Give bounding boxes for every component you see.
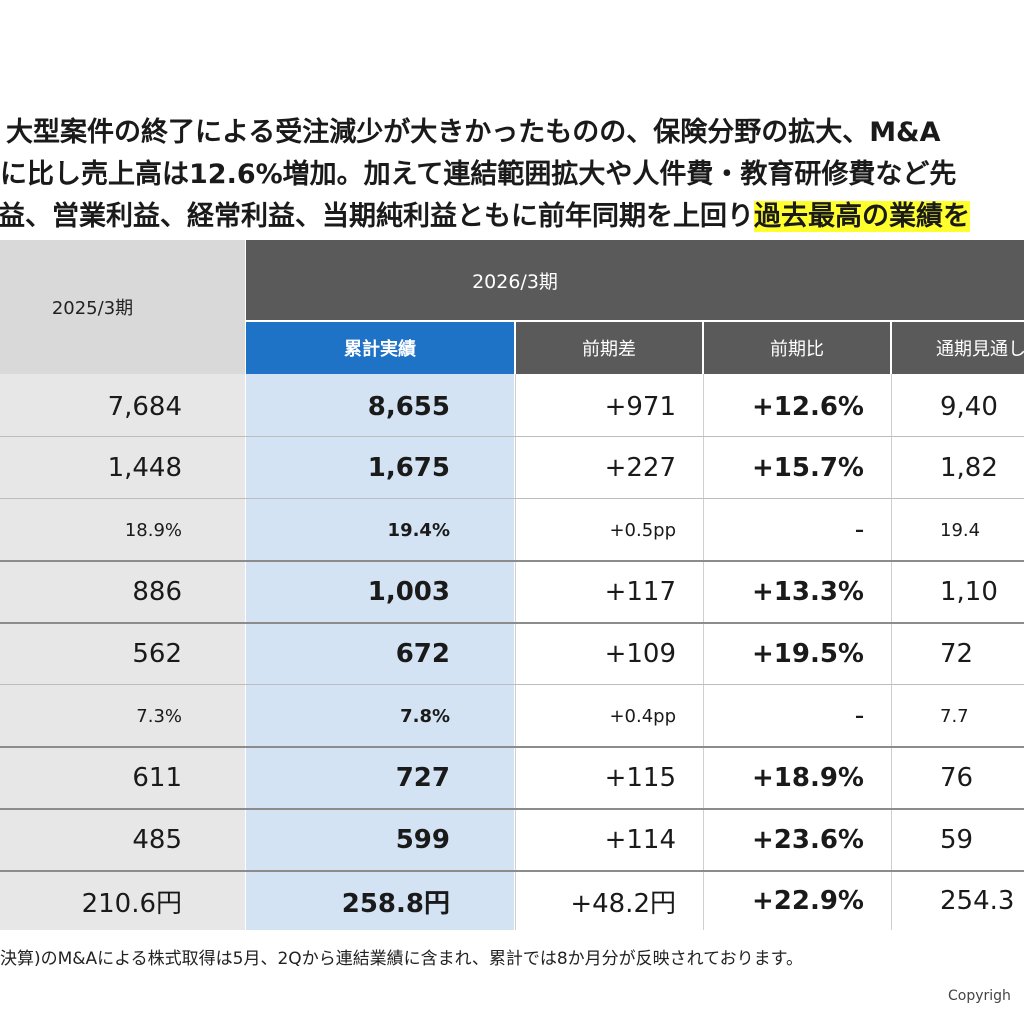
group-separator	[0, 560, 1024, 562]
prev-value: 7.3%	[136, 705, 182, 727]
intro-line-3-text: 益、営業利益、経常利益、当期純利益ともに前年同期を上回り	[0, 201, 754, 232]
forecast-value: 72	[940, 639, 974, 669]
cumulative-value: 1,675	[367, 453, 450, 483]
diff-value: +48.2円	[570, 888, 676, 919]
forecast-value: 1,10	[940, 577, 998, 607]
table-row: 7.3% 7.8% +0.4pp – 7.7	[0, 686, 1024, 746]
ratio-value: +13.3%	[752, 577, 864, 607]
diff-value: +109	[604, 639, 676, 669]
table-row: 1,448 1,675 +227 +15.7% 1,82	[0, 438, 1024, 498]
ratio-value: –	[855, 519, 864, 541]
subheader-cumulative: 累計実績	[246, 322, 514, 374]
divider	[891, 374, 892, 930]
diff-value: +114	[604, 825, 676, 855]
group-separator	[0, 622, 1024, 624]
row-separator	[0, 684, 1024, 685]
ratio-value: –	[855, 705, 864, 727]
cumulative-value: 727	[395, 763, 450, 793]
cumulative-value: 672	[395, 639, 450, 669]
group-separator	[0, 808, 1024, 810]
group-separator	[0, 870, 1024, 872]
subheader-diff: 前期差	[516, 322, 702, 374]
cumulative-value: 8,655	[367, 392, 450, 422]
forecast-value: 76	[940, 763, 974, 793]
intro-text: 大型案件の終了による受注減少が大きかったものの、保険分野の拡大、M&A に比し売…	[0, 112, 1024, 238]
ratio-value: +15.7%	[752, 453, 864, 483]
ratio-value: +12.6%	[752, 392, 864, 422]
table-row: 611 727 +115 +18.9% 76	[0, 748, 1024, 808]
table-row: 18.9% 19.4% +0.5pp – 19.4	[0, 500, 1024, 560]
subheader-ratio: 前期比	[704, 322, 890, 374]
row-separator	[0, 498, 1024, 499]
table-row: 562 672 +109 +19.5% 72	[0, 624, 1024, 684]
ratio-value: +22.9%	[752, 886, 864, 916]
cumulative-value: 258.8円	[341, 888, 450, 919]
subheader-forecast: 通期見通し	[892, 322, 1024, 374]
prev-value: 7,684	[107, 392, 182, 422]
forecast-value: 59	[940, 825, 974, 855]
forecast-value: 9,40	[940, 392, 998, 422]
table-row: 210.6円 258.8円 +48.2円 +22.9% 254.3	[0, 872, 1024, 930]
ratio-value: +18.9%	[752, 763, 864, 793]
diff-value: +227	[604, 453, 676, 483]
prev-value: 1,448	[107, 453, 182, 483]
prev-value: 562	[132, 639, 182, 669]
forecast-value: 19.4	[940, 519, 981, 541]
forecast-value: 1,82	[940, 453, 998, 483]
intro-line-2: に比し売上高は12.6%増加。加えて連結範囲拡大や人件費・教育研修費など先	[0, 159, 957, 190]
header-prev-period: 2025/3期	[0, 240, 245, 374]
table-row: 7,684 8,655 +971 +12.6% 9,40	[0, 376, 1024, 438]
divider	[703, 374, 704, 930]
prev-value: 210.6円	[81, 888, 182, 919]
diff-value: +0.5pp	[609, 519, 676, 541]
prev-column-bg	[0, 374, 245, 930]
diff-value: +115	[604, 763, 676, 793]
ratio-value: +23.6%	[752, 825, 864, 855]
intro-line-3: 益、営業利益、経常利益、当期純利益ともに前年同期を上回り過去最高の業績を	[0, 196, 1024, 238]
intro-highlight: 過去最高の業績を	[754, 201, 970, 232]
prev-value: 611	[132, 763, 182, 793]
header-current-period: 2026/3期	[246, 240, 1024, 320]
diff-value: +117	[604, 577, 676, 607]
divider	[515, 374, 516, 930]
ratio-value: +19.5%	[752, 639, 864, 669]
diff-value: +971	[604, 392, 676, 422]
results-table: 2025/3期 2026/3期 累計実績 前期差 前期比 通期見通し 7,684…	[0, 240, 1024, 930]
footnote: 決算)のM&Aによる株式取得は5月、2Qから連結業績に含まれ、累計では8か月分が…	[0, 949, 803, 969]
copyright: Copyrigh	[948, 988, 1011, 1004]
prev-value: 886	[132, 577, 182, 607]
cumulative-value: 7.8%	[400, 705, 450, 727]
table-row: 886 1,003 +117 +13.3% 1,10	[0, 562, 1024, 622]
forecast-value: 7.7	[940, 705, 969, 727]
table-row: 485 599 +114 +23.6% 59	[0, 810, 1024, 870]
row-separator	[0, 436, 1024, 437]
prev-value: 485	[132, 825, 182, 855]
cumulative-column-bg	[246, 374, 514, 930]
forecast-value: 254.3	[940, 886, 1015, 916]
prev-value: 18.9%	[124, 519, 182, 541]
cumulative-value: 599	[395, 825, 450, 855]
group-separator	[0, 746, 1024, 748]
diff-value: +0.4pp	[609, 705, 676, 727]
cumulative-value: 19.4%	[387, 519, 450, 541]
cumulative-value: 1,003	[367, 577, 450, 607]
intro-line-1: 大型案件の終了による受注減少が大きかったものの、保険分野の拡大、M&A	[6, 117, 941, 148]
